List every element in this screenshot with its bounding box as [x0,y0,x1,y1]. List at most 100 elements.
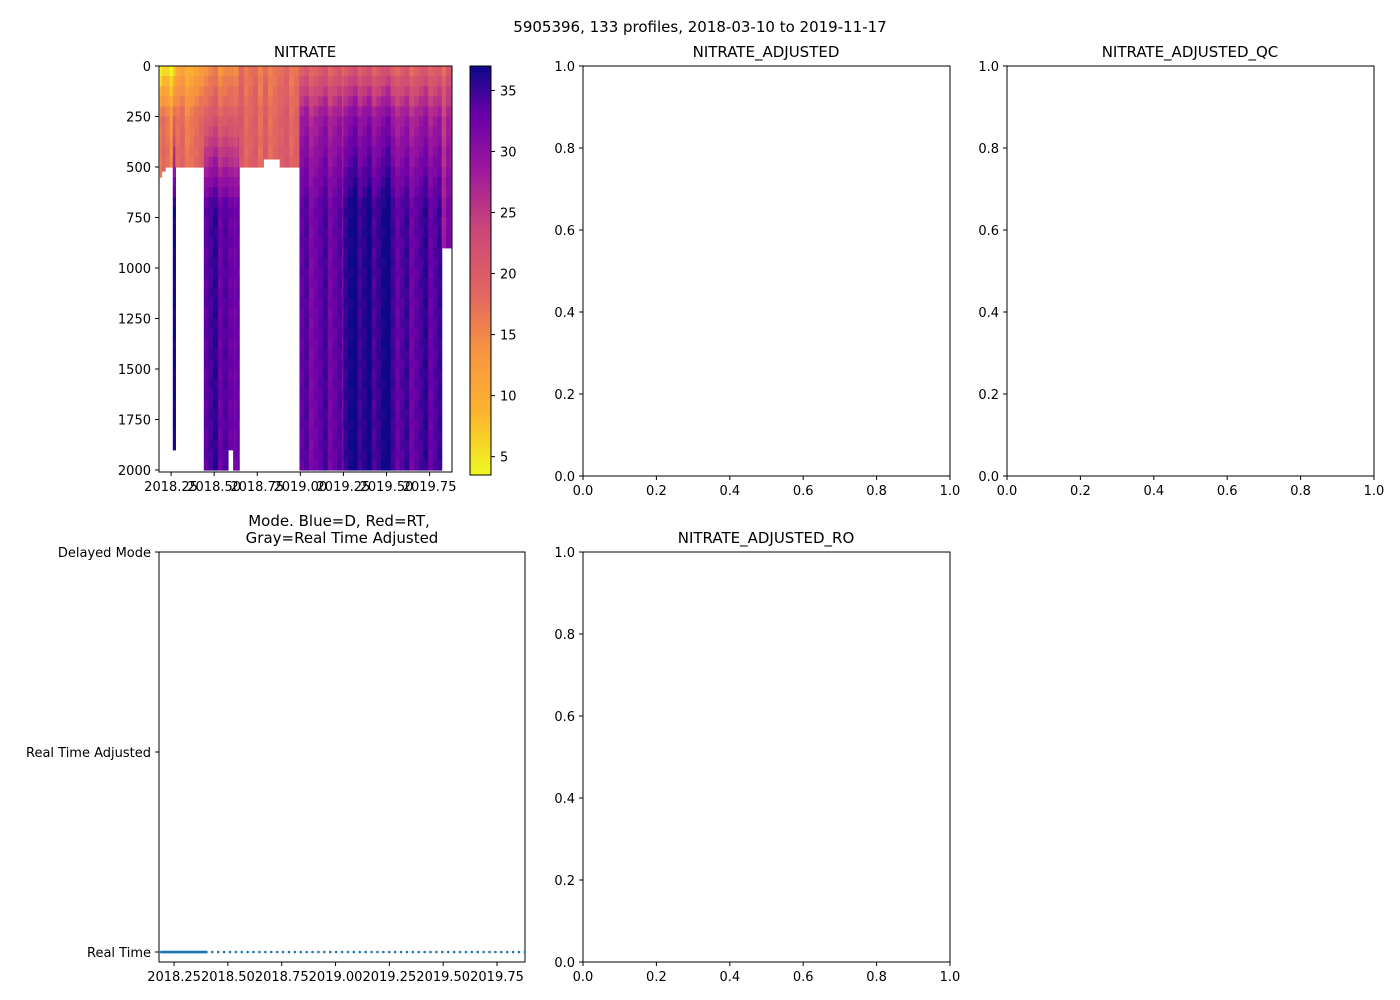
nitrate-cell [248,86,254,97]
nitrate-cell [237,389,240,400]
nitrate-cell [299,389,305,400]
nitrate-cell [381,288,387,299]
nitrate-cell [441,197,447,208]
nitrate-cell [404,449,410,461]
nitrate-cell [385,338,392,350]
qc-y-tick-label: 1.0 [978,60,999,75]
nitrate-cell [343,187,349,198]
nitrate-cell [381,237,387,249]
nitrate-cell [428,328,434,340]
nitrate-cell [385,96,392,107]
nitrate-cell [418,399,425,410]
nitrate-cell [189,96,195,107]
nitrate-cell [362,76,368,87]
nitrate-cell [169,126,174,138]
nitrate-cell [362,177,368,188]
nitrate-cell [222,177,229,188]
nitrate-cell [318,308,324,320]
adjusted-x-tick-label: 0.6 [793,484,814,499]
nitrate-cell [437,288,443,299]
nitrate-cell [194,106,200,118]
nitrate-cell [213,116,219,128]
nitrate-cell [428,156,434,168]
nitrate-cell [414,389,420,400]
nitrate-cell [222,126,229,138]
nitrate-cell [432,66,439,77]
ro-y-tick-label: 0.0 [554,956,575,971]
nitrate-cell [376,76,382,87]
nitrate-cell [409,288,415,299]
nitrate-cell [399,459,406,471]
nitrate-cell [343,136,349,148]
nitrate-cell [213,409,219,421]
nitrate-cell [437,66,443,77]
mode-point [334,950,338,954]
nitrate-cell [352,288,359,299]
nitrate-cell [343,86,349,97]
nitrate-cell [227,449,229,461]
nitrate-cell [341,86,345,97]
nitrate-cell [445,106,452,118]
nitrate-cell [432,237,439,249]
nitrate-cell [395,76,401,87]
nitrate-cell [304,126,310,138]
nitrate-cell [432,207,439,219]
nitrate-cell [337,449,343,461]
nitrate-cell [332,368,338,380]
nitrate-cell [222,379,229,390]
nitrate-cell [217,459,224,471]
nitrate-cell [327,257,334,269]
nitrate-cell [227,368,234,380]
nitrate-cell [376,106,382,118]
nitrate-cell [348,318,354,330]
nitrate-cell [289,106,295,118]
nitrate-cell [381,217,387,229]
nitrate-cell [343,278,349,289]
nitrate-cell [227,338,234,350]
nitrate-cell [222,257,229,269]
nitrate-cell [341,177,345,188]
nitrate-cell [362,237,368,249]
nitrate-cell [445,146,452,158]
nitrate-cell [222,298,229,309]
nitrate-cell [432,399,439,410]
nitrate-cell [237,267,240,279]
nitrate-cell [423,96,429,107]
nitrate-cell [367,126,373,138]
nitrate-cell [304,136,310,148]
nitrate-cell [343,449,349,461]
nitrate-cell [304,449,310,461]
nitrate-cell [279,96,285,107]
nitrate-cell [323,459,329,471]
nitrate-cell [327,227,334,239]
nitrate-cell [348,187,354,198]
nitrate-cell [184,116,191,128]
mode-point [328,950,332,954]
adjusted-x-tick-label: 0.0 [573,484,594,499]
nitrate-cell [299,298,305,309]
nitrate-cell [390,106,396,118]
nitrate-cell [208,66,214,77]
nitrate-cell [390,116,396,128]
nitrate-cell [385,328,392,340]
nitrate-cell [304,429,310,441]
nitrate-cell [367,459,373,471]
nitrate-cell [213,459,219,471]
nitrate-cell [194,116,200,128]
nitrate-cell [213,318,219,330]
nitrate-cell [289,86,295,97]
nitrate-cell [348,66,354,77]
nitrate-cell [418,308,425,320]
nitrate-cell [352,439,359,451]
nitrate-cell [409,227,415,239]
nitrate-cell [172,227,176,239]
mode-point [488,950,491,954]
nitrate-cell [352,227,359,239]
nitrate-cell [414,267,420,279]
nitrate-cell [428,197,434,208]
nitrate-cell [357,146,363,158]
nitrate-cell [390,146,396,158]
nitrate-cell [343,389,349,400]
mode-point [252,950,255,954]
